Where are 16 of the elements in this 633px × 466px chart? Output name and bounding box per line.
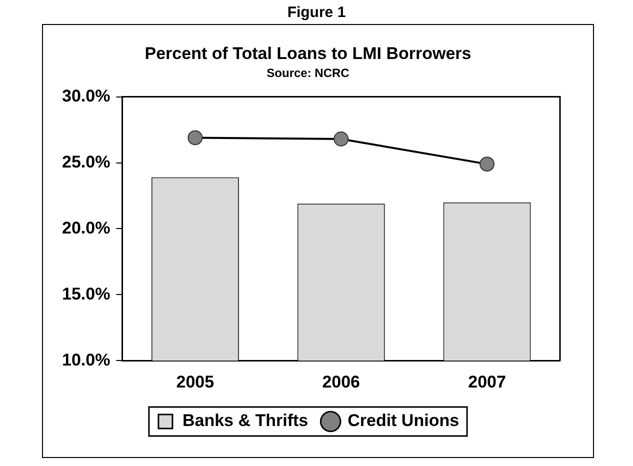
caption: Figure 1 bbox=[286, 4, 347, 21]
x-tick-label: 2006 bbox=[322, 372, 360, 392]
x-tick-label: 2007 bbox=[468, 372, 506, 392]
y-tick-label: 25.0% bbox=[62, 152, 110, 172]
point bbox=[188, 130, 203, 146]
y-tick-label: 30.0% bbox=[62, 86, 110, 106]
point bbox=[334, 132, 349, 147]
chart-subtitle: Source: NCRC bbox=[266, 66, 350, 80]
point bbox=[480, 156, 495, 172]
chart-title: Percent of Total Loans to LMI Borrowers bbox=[144, 44, 472, 63]
legend-label: Credit Unions bbox=[348, 411, 460, 430]
y-tick-label: 15.0% bbox=[62, 284, 110, 304]
legend-label: Banks & Thrifts bbox=[182, 411, 308, 430]
y-tick-label: 20.0% bbox=[62, 218, 110, 238]
y-tick-label: 10.0% bbox=[62, 350, 110, 370]
x-tick-label: 2005 bbox=[176, 372, 214, 392]
